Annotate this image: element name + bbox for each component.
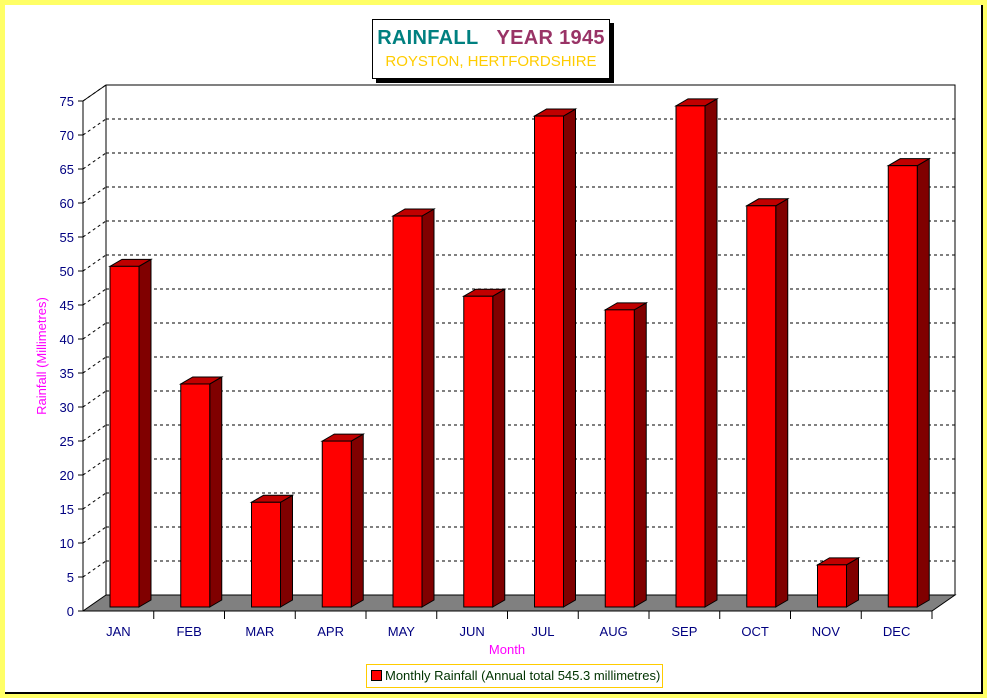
gridline-side bbox=[82, 526, 107, 544]
bar bbox=[603, 301, 649, 608]
bar-side bbox=[704, 97, 718, 608]
bar-front bbox=[887, 165, 918, 608]
x-tick-label: NOV bbox=[812, 624, 841, 639]
chart-title-box: RAINFALL YEAR 1945 ROYSTON, HERTFORDSHIRE bbox=[372, 19, 610, 79]
y-tick-label: 55 bbox=[60, 230, 74, 245]
y-tick-label: 50 bbox=[60, 264, 74, 279]
y-tick-label: 60 bbox=[60, 196, 74, 211]
bar bbox=[249, 494, 295, 608]
chart-title: RAINFALL bbox=[377, 27, 479, 49]
gridline-side bbox=[82, 492, 107, 510]
gridline-side bbox=[82, 288, 107, 306]
x-tick-label: JUL bbox=[531, 624, 554, 639]
bar-side bbox=[350, 433, 364, 608]
bar-side bbox=[563, 108, 576, 608]
y-tick-label: 70 bbox=[60, 128, 74, 143]
bar-front bbox=[463, 295, 494, 608]
y-tick-label: 20 bbox=[60, 468, 74, 483]
y-tick-label: 30 bbox=[60, 400, 74, 415]
bar-front bbox=[817, 564, 847, 608]
bar bbox=[320, 433, 366, 608]
bar-front bbox=[321, 440, 352, 608]
bar-side bbox=[775, 197, 789, 608]
bar bbox=[815, 556, 861, 608]
gridline-side bbox=[82, 458, 107, 476]
gridline-side bbox=[82, 84, 107, 102]
y-tick-label: 25 bbox=[60, 434, 74, 449]
x-tick-label: FEB bbox=[176, 624, 201, 639]
x-tick-label: OCT bbox=[741, 624, 769, 639]
bar bbox=[674, 97, 719, 608]
y-tick-label: 5 bbox=[67, 570, 74, 585]
bar-side bbox=[421, 208, 435, 608]
y-tick-label: 15 bbox=[60, 502, 74, 517]
chart-title-year: YEAR 1945 bbox=[496, 27, 605, 49]
gridline-side bbox=[82, 118, 107, 136]
gridline-side bbox=[82, 322, 107, 340]
x-axis-label: Month bbox=[489, 642, 525, 657]
bar-side bbox=[280, 494, 293, 608]
y-tick-label: 75 bbox=[60, 94, 74, 109]
x-tick-label: MAR bbox=[245, 624, 274, 639]
gridline-side bbox=[82, 152, 107, 170]
gridline-side bbox=[82, 254, 107, 272]
chart-subtitle: ROYSTON, HERTFORDSHIRE bbox=[385, 53, 597, 70]
gridline-side bbox=[82, 560, 107, 578]
bar-side bbox=[846, 556, 859, 608]
y-tick-label: 10 bbox=[60, 536, 74, 551]
x-tick-label: JUN bbox=[459, 624, 484, 639]
bar-side bbox=[916, 157, 930, 608]
x-tick-label: APR bbox=[317, 624, 344, 639]
x-tick-label: MAY bbox=[388, 624, 416, 639]
y-tick-label: 40 bbox=[60, 332, 74, 347]
back-wall bbox=[105, 84, 956, 596]
legend-label: Monthly Rainfall (Annual total 545.3 mil… bbox=[385, 668, 661, 683]
bar-front bbox=[604, 309, 635, 608]
bar-side bbox=[138, 258, 152, 608]
y-tick-label: 0 bbox=[67, 604, 74, 619]
bar-side bbox=[209, 376, 223, 608]
bar-front bbox=[534, 115, 564, 608]
y-axis-label: Rainfall (Millimetres) bbox=[34, 297, 49, 415]
bar bbox=[744, 197, 790, 608]
bar-front bbox=[746, 205, 777, 608]
bar bbox=[391, 208, 436, 608]
gridline-side bbox=[82, 356, 107, 374]
x-tick-label: SEP bbox=[671, 624, 697, 639]
y-tick-label: 45 bbox=[60, 298, 74, 313]
y-tick-label: 65 bbox=[60, 162, 74, 177]
bar-side bbox=[633, 301, 647, 608]
bar bbox=[886, 157, 932, 608]
bar bbox=[532, 108, 578, 608]
bar bbox=[461, 288, 507, 608]
y-tick-label: 35 bbox=[60, 366, 74, 381]
bar bbox=[178, 376, 224, 608]
bar-side bbox=[492, 288, 506, 608]
legend: Monthly Rainfall (Annual total 545.3 mil… bbox=[366, 664, 663, 688]
x-tick-label: JAN bbox=[106, 624, 131, 639]
bar-front bbox=[180, 383, 211, 608]
bar bbox=[108, 258, 153, 608]
x-tick-label: AUG bbox=[600, 624, 628, 639]
bar-front bbox=[675, 105, 706, 608]
gridline-side bbox=[82, 186, 107, 204]
x-tick-label: DEC bbox=[883, 624, 910, 639]
gridline-side bbox=[82, 220, 107, 238]
gridline-side bbox=[82, 424, 107, 442]
legend-swatch bbox=[371, 670, 382, 681]
bar-front bbox=[392, 215, 423, 608]
gridline-side bbox=[82, 390, 107, 408]
bar-front bbox=[109, 265, 140, 608]
bar-front bbox=[251, 501, 281, 608]
